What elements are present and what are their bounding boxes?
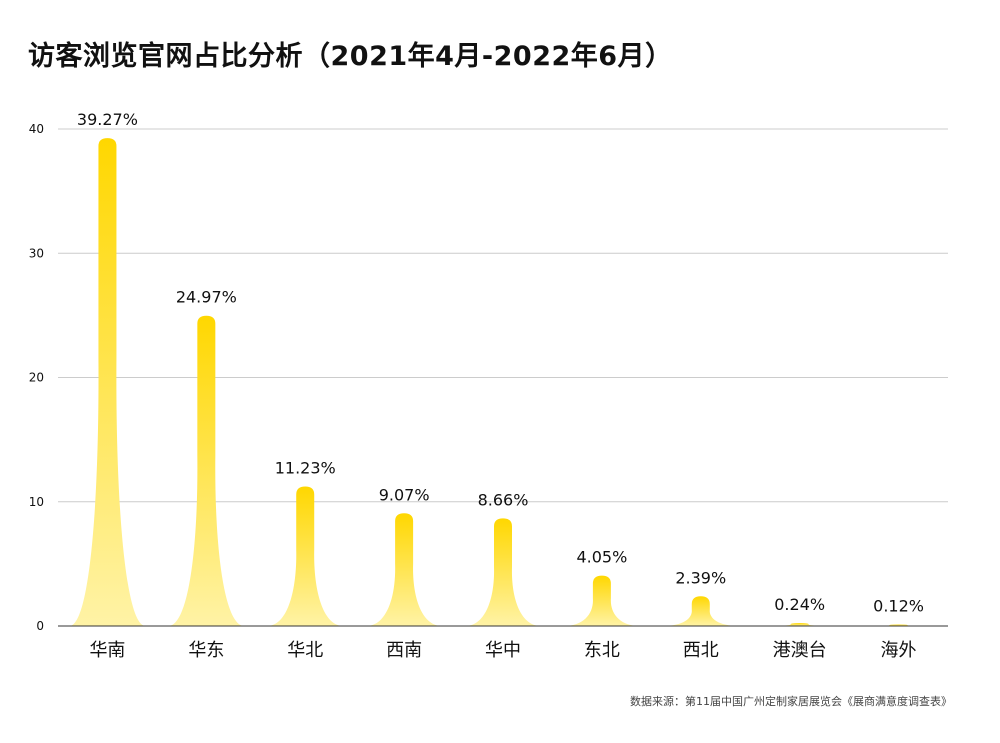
peak-bar bbox=[69, 138, 146, 626]
peaks bbox=[69, 138, 937, 626]
data-label: 4.05% bbox=[576, 548, 627, 567]
peak-bar bbox=[761, 623, 838, 626]
peak-bar bbox=[366, 513, 443, 626]
y-tick-label: 20 bbox=[29, 371, 44, 385]
data-label: 0.12% bbox=[873, 597, 924, 616]
data-label: 8.66% bbox=[478, 490, 529, 509]
x-category-label: 华南 bbox=[89, 640, 125, 661]
y-tick-label: 30 bbox=[29, 246, 44, 260]
peak-bar bbox=[860, 624, 937, 626]
data-label: 9.07% bbox=[379, 485, 430, 504]
peak-bar bbox=[267, 486, 344, 626]
x-category-label: 华东 bbox=[188, 640, 224, 661]
x-axis-labels: 华南 华东 华北 西南 华中 东北 西北 港澳台 海外 bbox=[89, 640, 916, 661]
peak-bar bbox=[563, 575, 640, 626]
x-category-label: 东北 bbox=[584, 640, 620, 661]
data-labels: 39.27% 24.97% 11.23% 9.07% 8.66% 4.05% 2.39% 0.… bbox=[77, 110, 924, 615]
chart-title: 访客浏览官网占比分析（2021年4月-2022年6月） bbox=[28, 41, 673, 72]
x-category-label: 华北 bbox=[287, 640, 323, 661]
peak-bar bbox=[168, 315, 245, 626]
x-category-label: 海外 bbox=[881, 640, 917, 661]
y-axis-ticks: 0 10 20 30 40 bbox=[29, 122, 44, 633]
x-category-label: 西南 bbox=[386, 640, 422, 661]
x-category-label: 港澳台 bbox=[773, 640, 827, 661]
x-category-label: 华中 bbox=[485, 640, 521, 661]
y-tick-label: 10 bbox=[29, 495, 44, 509]
data-label: 2.39% bbox=[675, 568, 726, 587]
y-tick-label: 0 bbox=[36, 619, 44, 633]
grid-lines bbox=[58, 128, 948, 503]
y-tick-label: 40 bbox=[29, 122, 44, 136]
data-label: 24.97% bbox=[176, 288, 237, 307]
data-label: 11.23% bbox=[275, 458, 336, 477]
peak-bar bbox=[465, 518, 541, 626]
data-label: 39.27% bbox=[77, 110, 138, 129]
x-category-label: 西北 bbox=[683, 640, 719, 661]
peak-bar bbox=[662, 596, 739, 626]
data-label: 0.24% bbox=[774, 595, 825, 614]
data-source-note: 数据来源：第11届中国广州定制家居展览会《展商满意度调查表》 bbox=[630, 695, 952, 708]
